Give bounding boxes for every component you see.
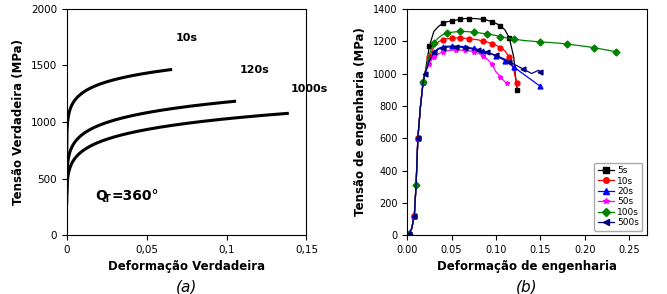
- Text: (b): (b): [516, 280, 538, 294]
- Legend: 5s, 10s, 20s, 50s, 100s, 500s: 5s, 10s, 20s, 50s, 100s, 500s: [594, 163, 642, 231]
- Text: (a): (a): [176, 280, 197, 294]
- Text: Q: Q: [95, 189, 107, 203]
- X-axis label: Deformação Verdadeira: Deformação Verdadeira: [108, 260, 265, 273]
- X-axis label: Deformação de engenharia: Deformação de engenharia: [437, 260, 617, 273]
- Y-axis label: Tensão Verdadeira (MPa): Tensão Verdadeira (MPa): [12, 39, 25, 205]
- Text: 120s: 120s: [239, 65, 269, 75]
- Text: T: T: [103, 194, 110, 204]
- Text: 1000s: 1000s: [291, 84, 327, 94]
- Y-axis label: Tensão de engenharia (MPa): Tensão de engenharia (MPa): [354, 28, 368, 216]
- Text: =360°: =360°: [111, 189, 159, 203]
- Text: 10s: 10s: [175, 33, 197, 43]
